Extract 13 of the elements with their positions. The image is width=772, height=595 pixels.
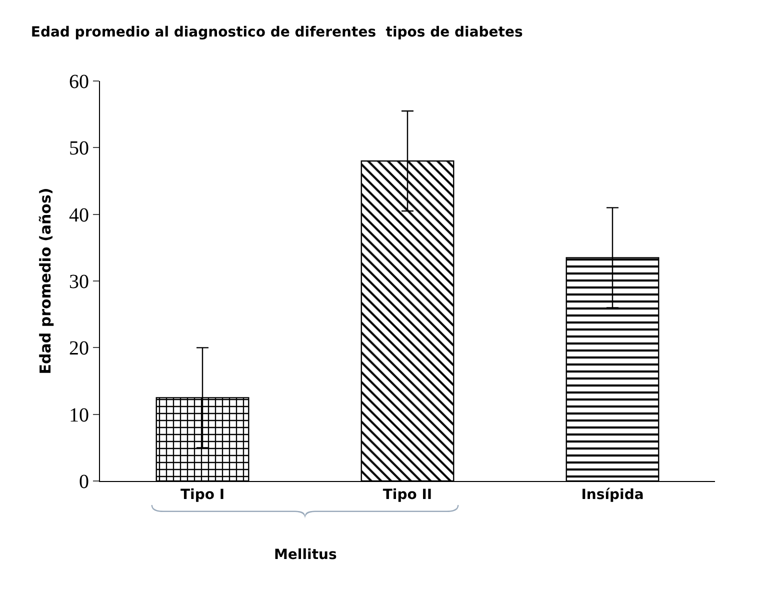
y-tick-label: 10 [69, 404, 89, 426]
chart-title: Edad promedio al diagnostico de diferentes tipos de diabetes [30, 24, 523, 41]
x-tick-label: Tipo I [180, 486, 225, 503]
y-tick-label: 50 [69, 138, 89, 160]
y-tick-label: 60 [69, 71, 89, 93]
y-tick-label: 40 [69, 204, 89, 226]
x-tick-label: Tipo II [382, 486, 432, 503]
y-tick-label: 0 [79, 471, 89, 493]
text: Mellitus [274, 547, 337, 563]
y-axis-title: Edad promedio (años) [36, 188, 54, 374]
x-tick-label: Insípida [581, 486, 644, 503]
y-tick-label: 20 [69, 338, 89, 360]
y-tick-label: 30 [69, 271, 89, 293]
